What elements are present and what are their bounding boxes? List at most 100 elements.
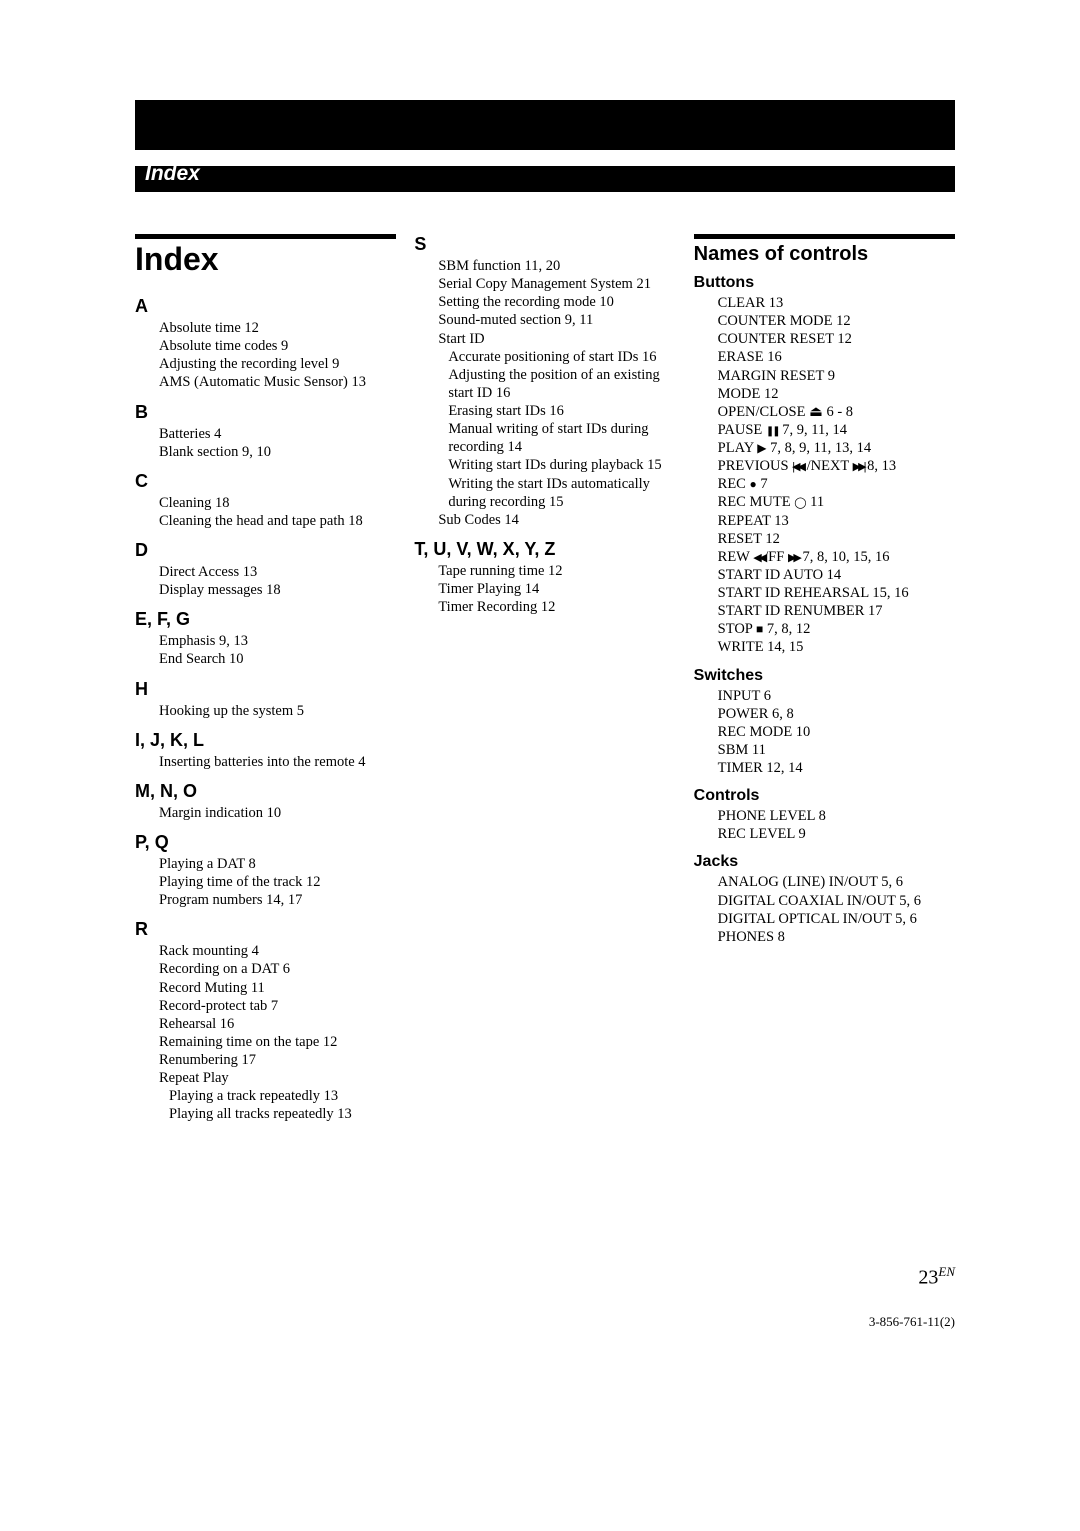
entries-TUVWXYZ: Tape running time 12 Timer Playing 14 Ti… bbox=[438, 562, 675, 616]
control-entry: STOP ■ 7, 8, 12 bbox=[718, 620, 955, 638]
index-entry: Batteries 4 bbox=[159, 425, 396, 443]
index-entry: Writing the start IDs automatically duri… bbox=[448, 475, 675, 511]
entry-post: 7, 8, 10, 15, 16 bbox=[799, 549, 890, 565]
control-entry: REPEAT 13 bbox=[718, 512, 955, 530]
index-entry: Direct Access 13 bbox=[159, 563, 396, 581]
index-group-label: Repeat Play bbox=[159, 1069, 396, 1087]
index-entry: Record-protect tab 7 bbox=[159, 997, 396, 1015]
column-3: Names of controls Buttons CLEAR 13 COUNT… bbox=[694, 234, 955, 1124]
index-entry: Tape running time 12 bbox=[438, 562, 675, 580]
index-entry: Adjusting the recording level 9 bbox=[159, 355, 396, 373]
entry-post: 11 bbox=[807, 494, 825, 510]
index-entry: Cleaning the head and tape path 18 bbox=[159, 512, 396, 530]
entries-R: Rack mounting 4 Recording on a DAT 6 Rec… bbox=[159, 942, 396, 1123]
index-entry: Playing all tracks repeatedly 13 bbox=[169, 1105, 396, 1123]
index-entry: Timer Recording 12 bbox=[438, 598, 675, 616]
entries-MNO: Margin indication 10 bbox=[159, 804, 396, 822]
index-entry: Absolute time 12 bbox=[159, 319, 396, 337]
entries-EFG: Emphasis 9, 13 End Search 10 bbox=[159, 632, 396, 668]
switches-entries: INPUT 6 POWER 6, 8 REC MODE 10 SBM 11 TI… bbox=[718, 687, 955, 778]
control-entry: MODE 12 bbox=[718, 385, 955, 403]
control-entry: PLAY ▶ 7, 8, 9, 11, 13, 14 bbox=[718, 439, 955, 457]
title-rule bbox=[135, 234, 396, 239]
entry-post: 7 bbox=[757, 476, 768, 492]
index-entry: Renumbering 17 bbox=[159, 1051, 396, 1069]
index-entry: Inserting batteries into the remote 4 bbox=[159, 753, 396, 771]
control-entry: DIGITAL OPTICAL IN/OUT 5, 6 bbox=[718, 910, 955, 928]
entry-pre: OPEN/CLOSE bbox=[718, 404, 809, 420]
index-entry: Sub Codes 14 bbox=[438, 511, 675, 529]
index-entry: Serial Copy Management System 21 bbox=[438, 275, 675, 293]
index-entry: Sound-muted section 9, 11 bbox=[438, 311, 675, 329]
control-entry: REW ◀◀/FF ▶▶ 7, 8, 10, 15, 16 bbox=[718, 548, 955, 566]
buttons-title: Buttons bbox=[694, 274, 955, 292]
index-entry: Timer Playing 14 bbox=[438, 580, 675, 598]
alpha-TUVWXYZ: T, U, V, W, X, Y, Z bbox=[414, 539, 675, 560]
entry-mid: /FF bbox=[764, 549, 788, 565]
index-entry: Absolute time codes 9 bbox=[159, 337, 396, 355]
play-icon: ▶ bbox=[757, 441, 766, 455]
index-sub-entries: Playing a track repeatedly 13 Playing al… bbox=[169, 1087, 396, 1123]
alpha-MNO: M, N, O bbox=[135, 781, 396, 802]
entries-B: Batteries 4 Blank section 9, 10 bbox=[159, 425, 396, 461]
control-entry: REC LEVEL 9 bbox=[718, 825, 955, 843]
entry-post: 7, 8, 12 bbox=[763, 621, 810, 637]
record-icon: ● bbox=[749, 477, 756, 491]
index-entry: Playing a DAT 8 bbox=[159, 855, 396, 873]
index-entry: AMS (Automatic Music Sensor) 13 bbox=[159, 373, 396, 391]
index-entry: Rack mounting 4 bbox=[159, 942, 396, 960]
document-code: 3-856-761-11(2) bbox=[869, 1314, 955, 1330]
next-icon: ▶▶| bbox=[853, 461, 864, 473]
buttons-entries: CLEAR 13 COUNTER MODE 12 COUNTER RESET 1… bbox=[718, 294, 955, 657]
header-title: Index bbox=[145, 162, 200, 186]
alpha-EFG: E, F, G bbox=[135, 609, 396, 630]
jacks-title: Jacks bbox=[694, 853, 955, 871]
names-title: Names of controls bbox=[694, 243, 955, 266]
control-entry: WRITE 14, 15 bbox=[718, 638, 955, 656]
columns: Index A Absolute time 12 Absolute time c… bbox=[135, 234, 955, 1124]
switches-title: Switches bbox=[694, 667, 955, 685]
entries-IJKL: Inserting batteries into the remote 4 bbox=[159, 753, 396, 771]
rewind-icon: ◀◀ bbox=[753, 552, 764, 564]
control-entry: POWER 6, 8 bbox=[718, 705, 955, 723]
entries-S: SBM function 11, 20 Serial Copy Manageme… bbox=[438, 257, 675, 529]
page-number-suffix: EN bbox=[938, 1264, 955, 1279]
page-number-value: 23 bbox=[918, 1267, 938, 1289]
alpha-D: D bbox=[135, 540, 396, 561]
control-entry: DIGITAL COAXIAL IN/OUT 5, 6 bbox=[718, 892, 955, 910]
eject-icon: ⏏ bbox=[809, 404, 823, 420]
entry-pre: STOP bbox=[718, 621, 756, 637]
controls-entries: PHONE LEVEL 8 REC LEVEL 9 bbox=[718, 807, 955, 843]
index-entry: Writing start IDs during playback 15 bbox=[448, 456, 675, 474]
entry-pre: PLAY bbox=[718, 440, 758, 456]
control-entry: REC MODE 10 bbox=[718, 723, 955, 741]
entry-post: 7, 9, 11, 14 bbox=[779, 422, 847, 438]
alpha-C: C bbox=[135, 471, 396, 492]
index-entry: Hooking up the system 5 bbox=[159, 702, 396, 720]
entries-D: Direct Access 13 Display messages 18 bbox=[159, 563, 396, 599]
main-title: Index bbox=[135, 241, 396, 278]
alpha-B: B bbox=[135, 402, 396, 423]
alpha-A: A bbox=[135, 296, 396, 317]
index-entry: Playing a track repeatedly 13 bbox=[169, 1087, 396, 1105]
index-entry: Recording on a DAT 6 bbox=[159, 960, 396, 978]
index-sub-entries: Accurate positioning of start IDs 16 Adj… bbox=[448, 348, 675, 511]
index-entry: Playing time of the track 12 bbox=[159, 873, 396, 891]
entry-post: 6 - 8 bbox=[823, 404, 853, 420]
index-entry: Emphasis 9, 13 bbox=[159, 632, 396, 650]
control-entry: CLEAR 13 bbox=[718, 294, 955, 312]
control-entry: PAUSE ❚❚ 7, 9, 11, 14 bbox=[718, 421, 955, 439]
column-2: S SBM function 11, 20 Serial Copy Manage… bbox=[414, 234, 675, 1124]
alpha-PQ: P, Q bbox=[135, 832, 396, 853]
names-rule bbox=[694, 234, 955, 239]
entries-H: Hooking up the system 5 bbox=[159, 702, 396, 720]
column-1: Index A Absolute time 12 Absolute time c… bbox=[135, 234, 396, 1124]
index-entry: Rehearsal 16 bbox=[159, 1015, 396, 1033]
control-entry: RESET 12 bbox=[718, 530, 955, 548]
index-group-label: Start ID bbox=[438, 330, 675, 348]
control-entry: REC MUTE ◯ 11 bbox=[718, 493, 955, 511]
entry-pre: REC bbox=[718, 476, 750, 492]
index-entry: Setting the recording mode 10 bbox=[438, 293, 675, 311]
entry-post: 8, 13 bbox=[863, 458, 896, 474]
control-entry: ERASE 16 bbox=[718, 348, 955, 366]
